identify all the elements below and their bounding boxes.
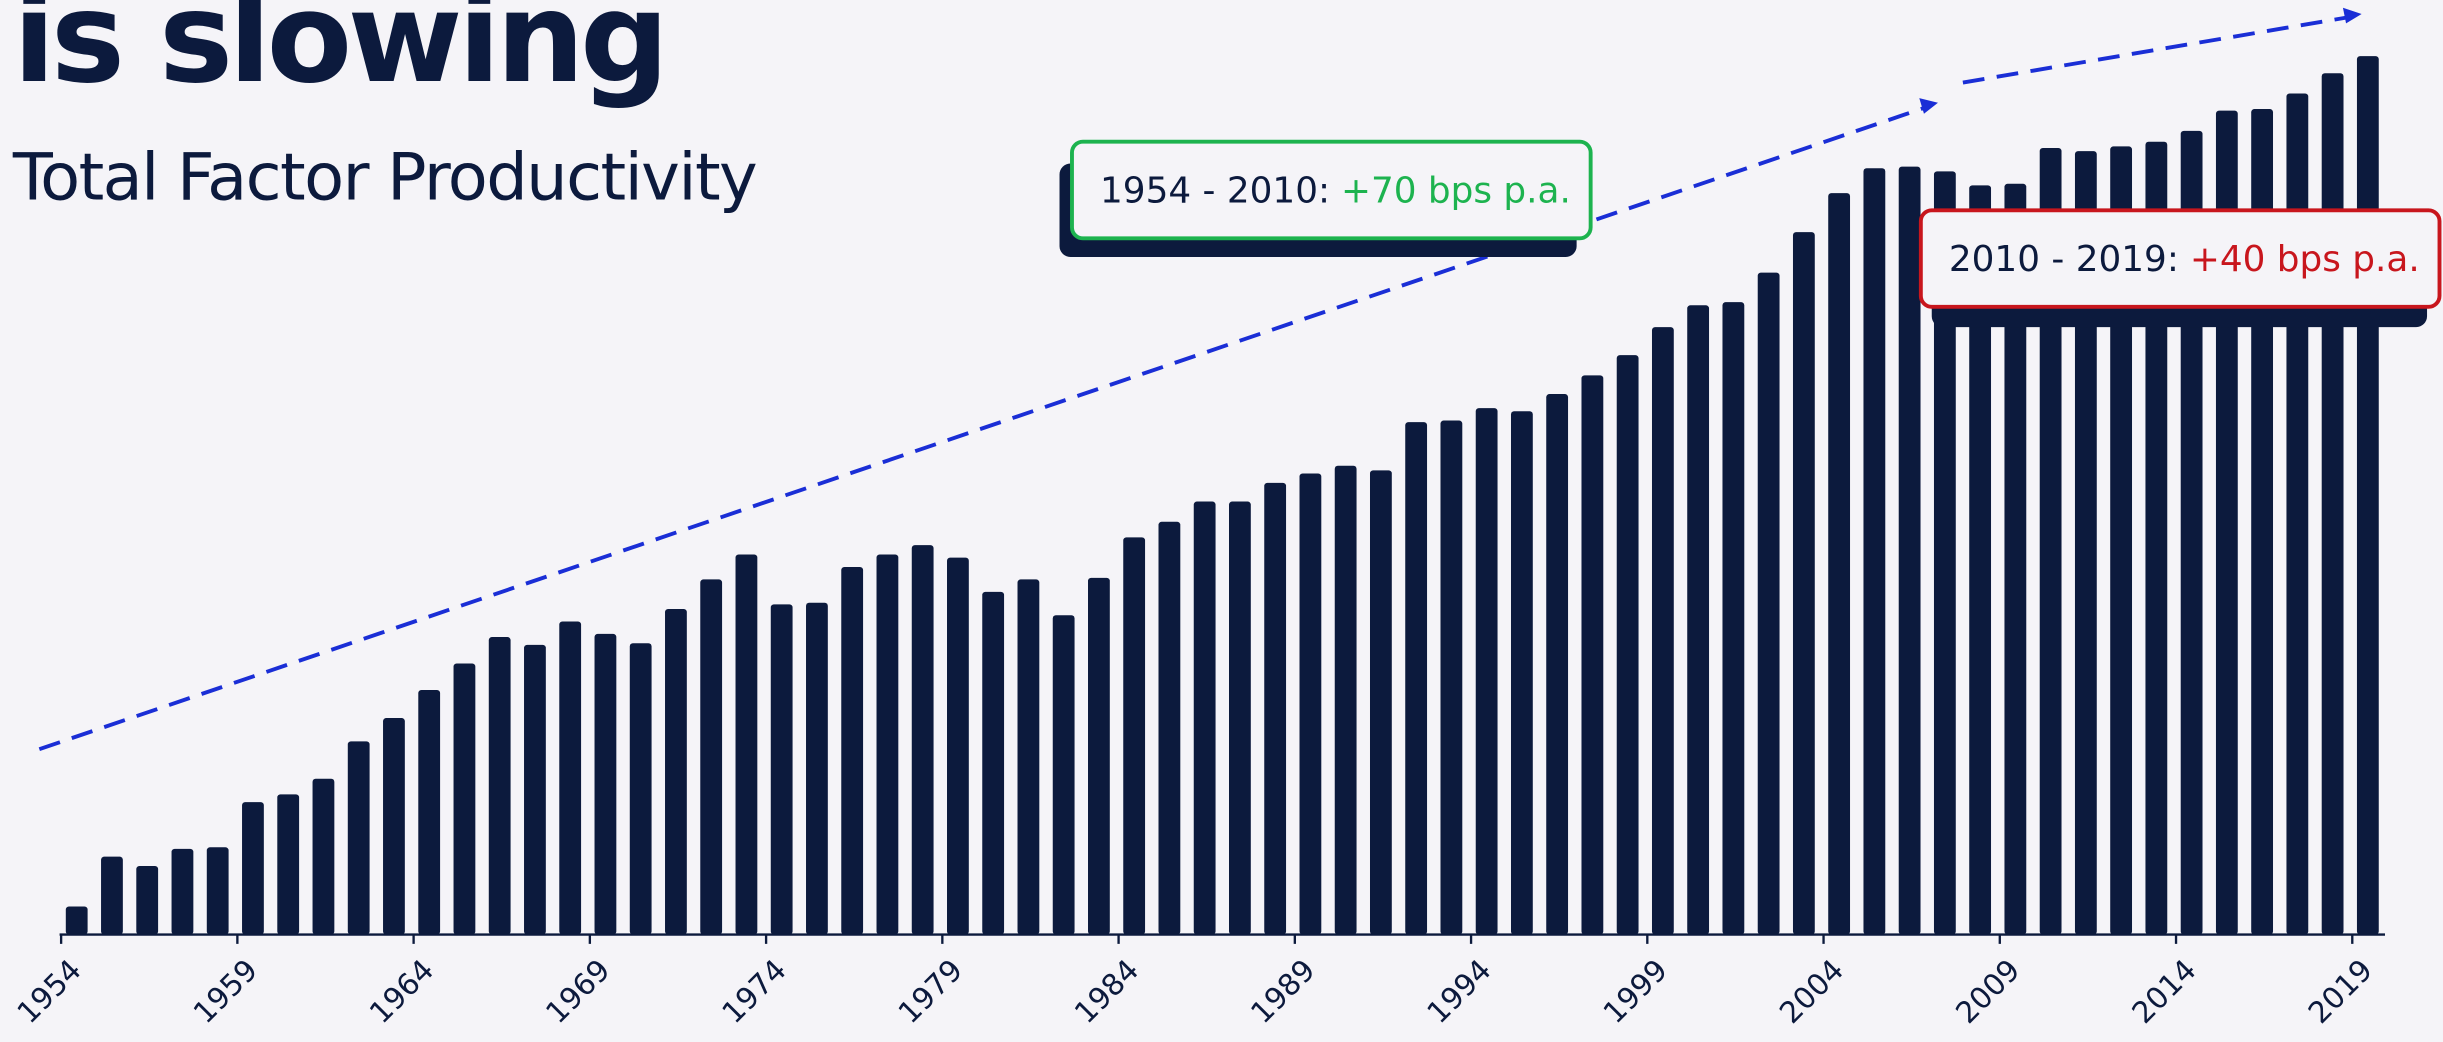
x-tick-label: 1969 [539, 953, 616, 1030]
bar [982, 591, 1005, 935]
bar [770, 604, 793, 935]
bar [911, 545, 934, 935]
x-tick-label: 2019 [2302, 953, 2379, 1030]
trend-line [38, 105, 1927, 752]
bar [1017, 579, 1040, 935]
bar [171, 848, 194, 935]
bar [1158, 521, 1181, 935]
x-tick-label: 1964 [363, 953, 440, 1030]
bar [136, 865, 159, 935]
bar [1792, 232, 1815, 935]
annotation-box [1918, 208, 2442, 309]
bar [1299, 473, 1322, 935]
bar [347, 741, 370, 935]
arrow-head [1919, 98, 1938, 114]
bar [1440, 420, 1463, 935]
x-tick-label: 1999 [1597, 953, 1674, 1030]
bar [665, 609, 687, 935]
bar [700, 579, 723, 935]
bar [1969, 185, 1992, 935]
bar [1933, 171, 1956, 935]
bar [2180, 130, 2203, 935]
bar [1405, 422, 1428, 935]
bar [1334, 465, 1357, 935]
bar [1229, 501, 1251, 935]
bar [2039, 147, 2062, 935]
annotation: 2010 - 2019: +40 bps p.a. [1949, 239, 2420, 280]
bar [242, 802, 264, 935]
bar [1546, 394, 1569, 935]
bar [1581, 375, 1604, 935]
annotation-highlight: +40 bps p.a. [2190, 239, 2420, 280]
trend-arrows [38, 7, 2362, 752]
x-tick-label: 1984 [1068, 953, 1145, 1030]
bar [277, 794, 300, 935]
bar [629, 643, 652, 935]
annotation-highlight: +70 bps p.a. [1341, 170, 1571, 211]
bar [735, 554, 758, 935]
bar [2356, 56, 2379, 935]
bar [1510, 411, 1533, 935]
bar [1369, 470, 1392, 935]
bar [1264, 482, 1287, 935]
bar [101, 856, 123, 935]
bar [1616, 355, 1639, 935]
x-tick-label: 2014 [2126, 953, 2203, 1030]
bar [206, 847, 229, 935]
x-tick-label: 1959 [187, 953, 264, 1030]
bar [806, 602, 828, 935]
bar [2110, 146, 2133, 935]
bar [488, 637, 511, 935]
bar [2004, 183, 2027, 935]
bar [1088, 577, 1110, 935]
bar [65, 906, 88, 935]
arrow-head [2342, 7, 2362, 24]
bars [65, 56, 2379, 935]
bar [841, 566, 864, 935]
bar [1722, 302, 1745, 935]
bar [312, 778, 335, 935]
bar [383, 718, 405, 935]
bar [559, 621, 582, 935]
bar [1687, 305, 1710, 935]
bar [1898, 166, 1921, 935]
bar [1475, 408, 1498, 935]
x-tick-label: 2009 [1949, 953, 2026, 1030]
bar [1651, 327, 1674, 935]
bar [1828, 193, 1851, 935]
bar [2321, 73, 2344, 935]
x-tick-label: 1974 [716, 953, 793, 1030]
x-tick-label: 1989 [1244, 953, 1321, 1030]
x-tick-label: 1979 [892, 953, 969, 1030]
annotation-box [1070, 139, 1593, 241]
annotations: 1954 - 2010: +70 bps p.a. 2010 - 2019: +40 … [1059, 139, 2442, 328]
bar [418, 689, 441, 935]
chart-title: is slowing [13, 0, 665, 111]
x-tick-label: 1954 [11, 953, 88, 1030]
chart-subtitle: Total Factor Productivity [12, 139, 756, 215]
bar [1863, 168, 1886, 935]
bar [2145, 141, 2168, 935]
bar [947, 557, 969, 935]
bar [2074, 151, 2097, 935]
bar [594, 633, 617, 935]
bar [1193, 501, 1216, 935]
annotation: 1954 - 2010: +70 bps p.a. [1100, 170, 1571, 211]
bar [1757, 272, 1780, 935]
x-tick-label: 2004 [1773, 953, 1850, 1030]
annotation-text: 2010 - 2019: [1949, 239, 2179, 280]
x-tick-label: 1994 [1421, 953, 1498, 1030]
bar [524, 644, 546, 935]
bar [876, 554, 899, 935]
bar [453, 663, 476, 935]
annotation-text: 1954 - 2010: [1100, 170, 1330, 211]
bar [1052, 615, 1075, 935]
trend-line [1962, 15, 2350, 85]
bar [1123, 537, 1146, 935]
